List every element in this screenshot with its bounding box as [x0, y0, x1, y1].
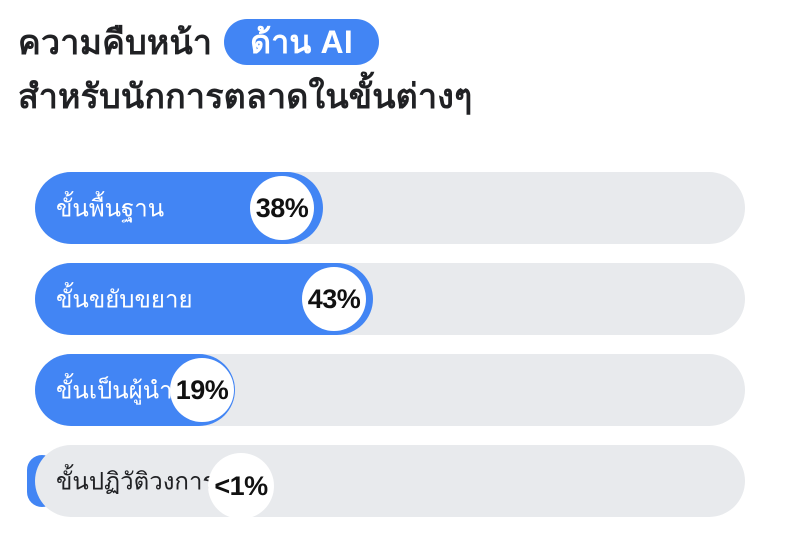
- bar-row: ขั้นปฏิวัติวงการ <1%: [27, 445, 745, 519]
- value-label: <1%: [214, 470, 268, 501]
- bar-track: ขั้นขยับขยาย 43%: [35, 263, 745, 335]
- title-line-2: สำหรับนักการตลาดในขั้นต่างๆ: [18, 70, 473, 122]
- title-ai-pill: ด้าน AI: [224, 19, 379, 65]
- value-circle: 19%: [170, 358, 234, 422]
- bar-category-label: ขั้นปฏิวัติวงการ: [56, 468, 216, 496]
- value-label: 19%: [175, 374, 229, 405]
- bar-row: ขั้นพื้นฐาน 38%: [35, 172, 745, 244]
- bar-track: ขั้นเป็นผู้นำ 19%: [35, 354, 745, 426]
- bar-row: ขั้นเป็นผู้นำ 19%: [35, 354, 745, 426]
- title-line-1: ความคืบหน้า ด้าน AI: [18, 14, 473, 70]
- bar-chart: ขั้นพื้นฐาน 38% ขั้นขยับขยาย 43% ขั้นเป็…: [27, 172, 745, 536]
- title-text-line2: สำหรับนักการตลาดในขั้นต่างๆ: [18, 78, 473, 116]
- bar-category-label: ขั้นขยับขยาย: [56, 286, 193, 314]
- chart-header: ความคืบหน้า ด้าน AI สำหรับนักการตลาดในขั…: [18, 14, 473, 122]
- value-circle: 38%: [250, 176, 314, 240]
- bar-track: ขั้นปฏิวัติวงการ <1%: [35, 445, 745, 519]
- value-label: 43%: [307, 283, 361, 314]
- bar-category-label: ขั้นเป็นผู้นำ: [56, 377, 173, 405]
- value-circle: <1%: [208, 453, 274, 519]
- value-circle: 43%: [302, 267, 366, 331]
- title-text-prefix: ความคืบหน้า: [18, 24, 213, 62]
- value-label: 38%: [255, 192, 309, 223]
- bar-category-label: ขั้นพื้นฐาน: [56, 195, 165, 223]
- bar-track: ขั้นพื้นฐาน 38%: [35, 172, 745, 244]
- bar-row: ขั้นขยับขยาย 43%: [35, 263, 745, 335]
